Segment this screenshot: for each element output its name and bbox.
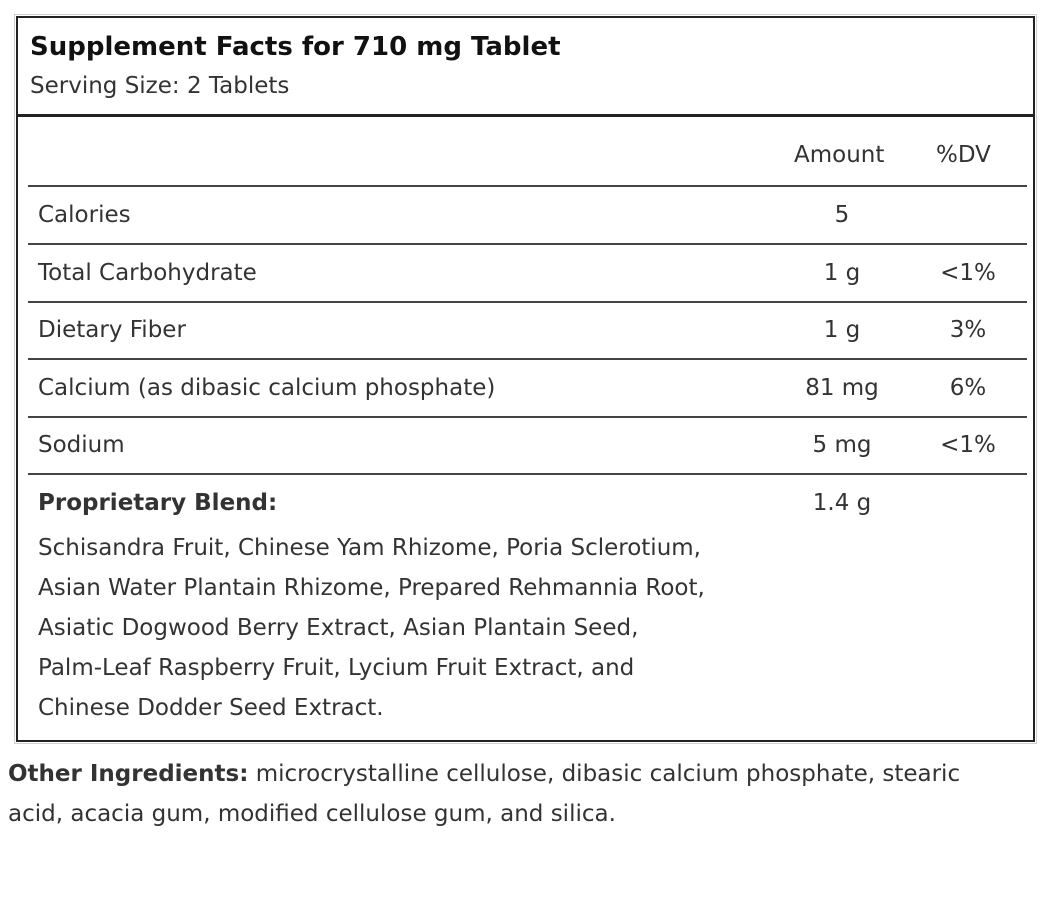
serving-size: Serving Size: 2 Tablets <box>30 73 290 99</box>
row-divider <box>28 473 1027 475</box>
amount-column-header: Amount <box>794 142 885 168</box>
other-ingredients-line-1: Other Ingredients: microcrystalline cell… <box>8 754 1048 794</box>
row-amount: 81 mg <box>805 375 879 401</box>
row-amount: 5 <box>834 202 850 228</box>
row-label: Calories <box>38 202 131 228</box>
header-divider <box>18 114 1033 117</box>
blend-ingredients: Schisandra Fruit, Chinese Yam Rhizome, P… <box>38 528 798 728</box>
row-amount: 1 g <box>823 260 861 286</box>
dv-column-header: %DV <box>936 142 991 168</box>
row-amount: 5 mg <box>812 432 872 458</box>
blend-ingredients-line: Asian Water Plantain Rhizome, Prepared R… <box>38 575 705 601</box>
row-dv: 3% <box>949 317 987 343</box>
row-dv: 6% <box>949 375 987 401</box>
other-ingredients-line-2: acid, acacia gum, modified cellulose gum… <box>8 801 616 827</box>
facts-title: Supplement Facts for 710 mg Tablet <box>30 32 561 62</box>
row-amount: 1 g <box>823 317 861 343</box>
other-ingredients-text: microcrystalline cellulose, dibasic calc… <box>248 761 961 787</box>
blend-amount: 1.4 g <box>812 490 872 516</box>
supplement-facts-panel: Supplement Facts for 710 mg Tablet Servi… <box>14 14 1037 744</box>
blend-ingredients-line: Palm-Leaf Raspberry Fruit, Lycium Fruit … <box>38 655 635 681</box>
blend-ingredients-line: Chinese Dodder Seed Extract. <box>38 695 384 721</box>
other-ingredients-label: Other Ingredients: <box>8 761 249 787</box>
blend-ingredients-line: Asiatic Dogwood Berry Extract, Asian Pla… <box>38 615 639 641</box>
row-divider <box>28 301 1027 303</box>
row-label: Dietary Fiber <box>38 317 186 343</box>
row-label: Sodium <box>38 432 125 458</box>
row-divider <box>28 185 1027 187</box>
row-label: Calcium (as dibasic calcium phosphate) <box>38 375 496 401</box>
row-divider <box>28 358 1027 360</box>
blend-ingredients-line: Schisandra Fruit, Chinese Yam Rhizome, P… <box>38 535 701 561</box>
row-divider <box>28 243 1027 245</box>
row-divider <box>28 416 1027 418</box>
row-dv: <1% <box>940 260 996 286</box>
other-ingredients: Other Ingredients: microcrystalline cell… <box>8 754 1048 834</box>
row-label: Total Carbohydrate <box>38 260 257 286</box>
row-dv: <1% <box>940 432 996 458</box>
blend-label: Proprietary Blend: <box>38 490 278 516</box>
